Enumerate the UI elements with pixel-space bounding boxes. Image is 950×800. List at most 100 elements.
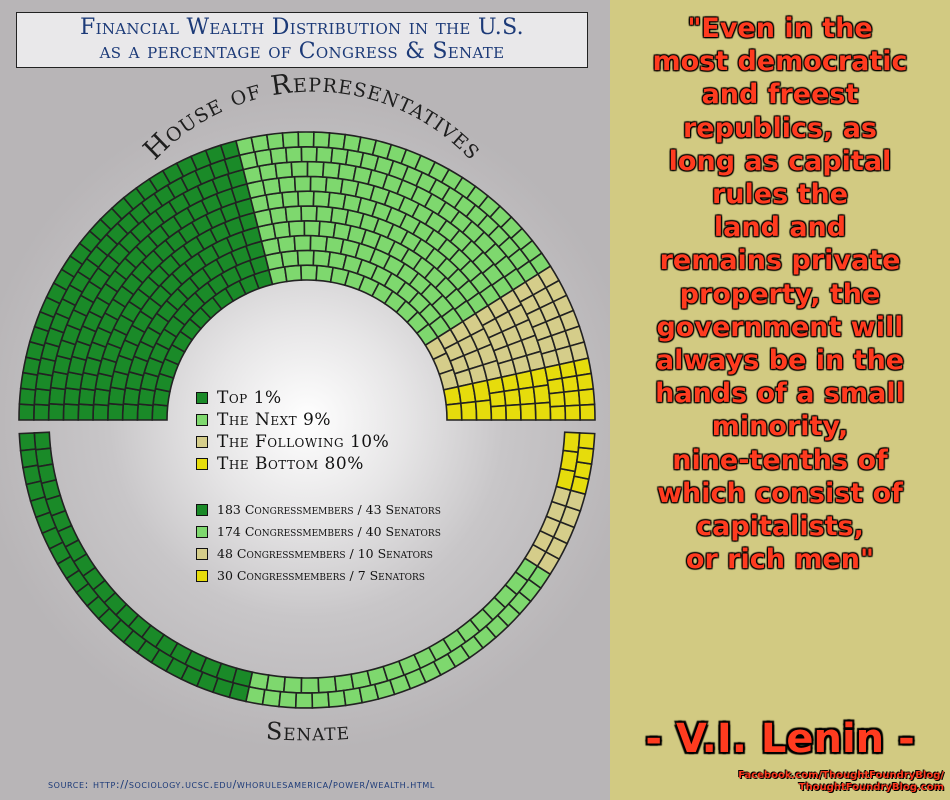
legend-swatch bbox=[196, 458, 208, 470]
legend-item-next-9: The Next 9% bbox=[196, 410, 331, 430]
quote-line: government will bbox=[656, 311, 904, 343]
credit-facebook-link[interactable]: Facebook.com/ThoughtFoundryBlog/ bbox=[738, 770, 944, 781]
house-seat-group-2 bbox=[284, 146, 303, 164]
quote-author: - V.I. Lenin - bbox=[645, 716, 915, 762]
legend-item-following-10: The Following 10% bbox=[196, 432, 389, 452]
house-seat-group-2 bbox=[281, 190, 300, 209]
house-seat-group-2 bbox=[297, 131, 315, 148]
house-seat-group-1 bbox=[121, 402, 139, 421]
house-seat-group-4 bbox=[561, 374, 580, 393]
house-seat-group-2 bbox=[293, 234, 312, 252]
house-seat-group-1 bbox=[62, 403, 80, 421]
house-seat-group-2 bbox=[303, 219, 321, 237]
legend-swatch bbox=[196, 547, 208, 560]
quote-line: and freest bbox=[701, 79, 859, 111]
house-seat-group-1 bbox=[92, 403, 110, 421]
quote-line: long as capital bbox=[668, 145, 892, 177]
house-seat-group-4 bbox=[548, 391, 566, 408]
legend-item-bottom-80: The Bottom 80% bbox=[196, 454, 364, 474]
house-seat-group-1 bbox=[151, 403, 169, 421]
quote-line: most democratic bbox=[652, 46, 908, 78]
quote-line: or rich men" bbox=[685, 544, 875, 576]
quote-panel: "Even in the most democratic and freest … bbox=[610, 0, 950, 800]
house-seat-group-2 bbox=[284, 205, 303, 223]
house-seat-group-2 bbox=[276, 235, 297, 254]
chart-title-line-1: Financial Wealth Distribution in the U.S… bbox=[80, 15, 524, 40]
senate-seat-group-2 bbox=[311, 691, 330, 709]
house-seat-group-4 bbox=[503, 388, 522, 407]
legend-swatch bbox=[196, 414, 208, 426]
legend-swatch bbox=[196, 503, 208, 516]
quote-line: always be in the bbox=[655, 345, 905, 377]
house-seat-group-1 bbox=[48, 386, 67, 406]
senate-label: Senate bbox=[265, 717, 351, 746]
legend-label: The Bottom 80% bbox=[217, 454, 364, 474]
count-label: 30 Congressmembers / 7 Senators bbox=[217, 568, 425, 583]
house-seat-group-4 bbox=[517, 386, 537, 406]
quote-line: nine-tenths of bbox=[672, 444, 888, 476]
credit-text: Facebook.com/ThoughtFoundryBlog/ Thought… bbox=[738, 770, 944, 794]
quote-line: property, the bbox=[679, 278, 881, 310]
house-seat-group-1 bbox=[77, 403, 95, 421]
legend-swatch bbox=[196, 392, 208, 404]
quote-line: capitalists, bbox=[696, 511, 864, 543]
house-seat-group-4 bbox=[488, 390, 507, 408]
quote-line: which consist of bbox=[657, 477, 903, 509]
chart-title-line-2: as a percentage of Congress & Senate bbox=[99, 39, 505, 64]
senate-seat-group-4 bbox=[575, 446, 595, 466]
house-seat-group-2 bbox=[290, 160, 309, 178]
house-seat-group-2 bbox=[280, 249, 300, 268]
house-seat-group-2 bbox=[300, 205, 318, 222]
house-seat-group-2 bbox=[315, 146, 334, 164]
house-seat-group-1 bbox=[47, 402, 65, 421]
house-seat-group-2 bbox=[283, 264, 303, 283]
house-seat-group-4 bbox=[519, 402, 537, 421]
house-seat-group-2 bbox=[321, 161, 341, 180]
house-seat-group-2 bbox=[327, 132, 347, 151]
source-text: source: http://sociology.ucsc.edu/whorul… bbox=[48, 778, 435, 791]
house-seat-group-2 bbox=[312, 190, 331, 208]
house-seat-group-4 bbox=[577, 388, 596, 407]
house-seat-group-1 bbox=[33, 387, 52, 407]
house-seat-group-2 bbox=[315, 205, 334, 224]
house-seat-group-2 bbox=[277, 175, 297, 194]
count-label: 174 Congressmembers / 40 Senators bbox=[217, 524, 441, 539]
quote-line: "Even in the bbox=[687, 13, 873, 44]
house-seat-group-4 bbox=[534, 401, 552, 421]
house-seat-group-4 bbox=[474, 399, 493, 421]
senate-seat-group-4 bbox=[577, 432, 596, 450]
count-item-following-10: 48 Congressmembers / 10 Senators bbox=[196, 546, 433, 561]
house-seat-group-2 bbox=[296, 249, 315, 267]
house-seat-group-4 bbox=[504, 403, 522, 421]
senate-seat-group-2 bbox=[317, 675, 338, 694]
house-seat-group-2 bbox=[300, 146, 318, 163]
senate-seat-group-2 bbox=[278, 690, 298, 709]
legend-label: The Next 9% bbox=[217, 410, 332, 430]
senate-seat-group-2 bbox=[294, 691, 314, 709]
house-seat-group-2 bbox=[293, 175, 312, 193]
house-seat-group-4 bbox=[460, 400, 478, 421]
house-seat-group-1 bbox=[77, 387, 97, 406]
count-label: 183 Congressmembers / 43 Senators bbox=[217, 502, 441, 517]
house-seat-group-2 bbox=[287, 219, 306, 238]
credit-site-link[interactable]: ThoughtFoundryBlog.com bbox=[798, 782, 944, 793]
house-seat-group-1 bbox=[106, 402, 125, 421]
house-seat-group-2 bbox=[306, 160, 325, 178]
house-seat-group-4 bbox=[445, 402, 463, 421]
house-seat-group-4 bbox=[575, 372, 595, 392]
house-seat-group-2 bbox=[312, 131, 331, 149]
senate-seats bbox=[18, 431, 596, 709]
count-label: 48 Congressmembers / 10 Senators bbox=[217, 546, 433, 561]
senate-seat-group-2 bbox=[245, 685, 266, 706]
senate-seat-group-1 bbox=[18, 432, 37, 452]
house-seat-group-1 bbox=[18, 403, 36, 421]
house-seat-group-4 bbox=[532, 383, 551, 405]
house-seat-group-4 bbox=[578, 403, 596, 421]
legend-item-top-1: Top 1% bbox=[196, 388, 282, 408]
house-seats bbox=[18, 131, 596, 421]
quote-line: remains private bbox=[659, 245, 901, 277]
quote-text: "Even in the most democratic and freest … bbox=[610, 12, 950, 576]
senate-seat-group-4 bbox=[562, 431, 581, 454]
quote-line: rules the bbox=[711, 179, 848, 211]
senate-seat-group-2 bbox=[300, 676, 320, 694]
